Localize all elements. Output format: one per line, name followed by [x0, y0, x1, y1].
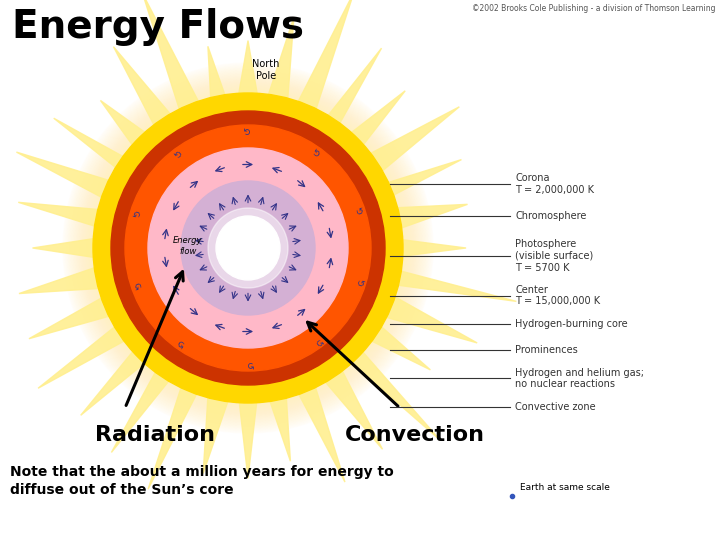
- Polygon shape: [101, 100, 161, 160]
- Polygon shape: [369, 288, 477, 343]
- Polygon shape: [208, 46, 231, 117]
- Text: Energy Flows: Energy Flows: [12, 8, 304, 46]
- Polygon shape: [380, 266, 516, 301]
- Circle shape: [93, 93, 403, 403]
- Polygon shape: [203, 379, 234, 474]
- Polygon shape: [38, 315, 140, 388]
- Text: Prominences: Prominences: [515, 345, 577, 355]
- Text: ↺: ↺: [172, 146, 185, 158]
- Polygon shape: [263, 17, 294, 117]
- Polygon shape: [237, 384, 258, 478]
- Text: Hydrogen-burning core: Hydrogen-burning core: [515, 319, 628, 329]
- Text: ↺: ↺: [311, 146, 324, 158]
- Polygon shape: [264, 379, 290, 461]
- Polygon shape: [148, 370, 205, 489]
- Text: ↺: ↺: [311, 338, 324, 350]
- Text: Energy
flow: Energy flow: [173, 237, 202, 256]
- Polygon shape: [112, 356, 181, 453]
- Text: ↺: ↺: [243, 362, 253, 370]
- Polygon shape: [54, 118, 140, 179]
- Polygon shape: [338, 338, 441, 440]
- Circle shape: [111, 111, 385, 385]
- Text: ↺: ↺: [355, 279, 366, 291]
- Text: Hydrogen and helium gas;
no nuclear reactions: Hydrogen and helium gas; no nuclear reac…: [515, 368, 644, 389]
- Text: ↺: ↺: [355, 205, 366, 218]
- Polygon shape: [17, 152, 127, 206]
- Polygon shape: [355, 314, 431, 370]
- Text: Photosphere
(visible surface)
T = 5700 K: Photosphere (visible surface) T = 5700 K: [515, 239, 593, 273]
- Text: North
Pole: North Pole: [252, 59, 279, 81]
- Polygon shape: [354, 107, 459, 183]
- Text: Earth at same scale: Earth at same scale: [520, 483, 610, 492]
- Polygon shape: [379, 204, 467, 234]
- Text: Center
T = 15,000,000 K: Center T = 15,000,000 K: [515, 285, 600, 306]
- Polygon shape: [19, 261, 117, 294]
- Text: ↺: ↺: [172, 338, 185, 350]
- Text: ©2002 Brooks Cole Publishing - a division of Thomson Learning: ©2002 Brooks Cole Publishing - a divisio…: [472, 4, 715, 13]
- Circle shape: [208, 208, 288, 288]
- Polygon shape: [371, 160, 462, 204]
- Text: ↺: ↺: [243, 125, 253, 133]
- Circle shape: [148, 148, 348, 348]
- Polygon shape: [114, 46, 182, 141]
- Text: Convective zone: Convective zone: [515, 402, 595, 412]
- Polygon shape: [32, 236, 112, 260]
- Circle shape: [181, 181, 315, 315]
- Polygon shape: [384, 238, 466, 259]
- Polygon shape: [81, 337, 159, 415]
- Text: Convection: Convection: [345, 425, 485, 445]
- Polygon shape: [29, 289, 127, 339]
- Polygon shape: [313, 354, 382, 449]
- Polygon shape: [143, 0, 207, 127]
- Text: Note that the about a million years for energy to
diffuse out of the Sun’s core: Note that the about a million years for …: [10, 465, 394, 497]
- Text: ↺: ↺: [130, 205, 140, 218]
- Polygon shape: [317, 48, 382, 139]
- Polygon shape: [336, 91, 405, 159]
- Circle shape: [125, 125, 371, 371]
- Text: Corona
T = 2,000,000 K: Corona T = 2,000,000 K: [515, 173, 594, 195]
- Polygon shape: [18, 202, 117, 232]
- Polygon shape: [235, 40, 261, 112]
- Text: Chromosphere: Chromosphere: [515, 211, 586, 221]
- Polygon shape: [290, 369, 345, 482]
- Text: ↺: ↺: [130, 279, 140, 291]
- Text: Radiation: Radiation: [95, 425, 215, 445]
- Polygon shape: [289, 0, 354, 127]
- Circle shape: [216, 216, 280, 280]
